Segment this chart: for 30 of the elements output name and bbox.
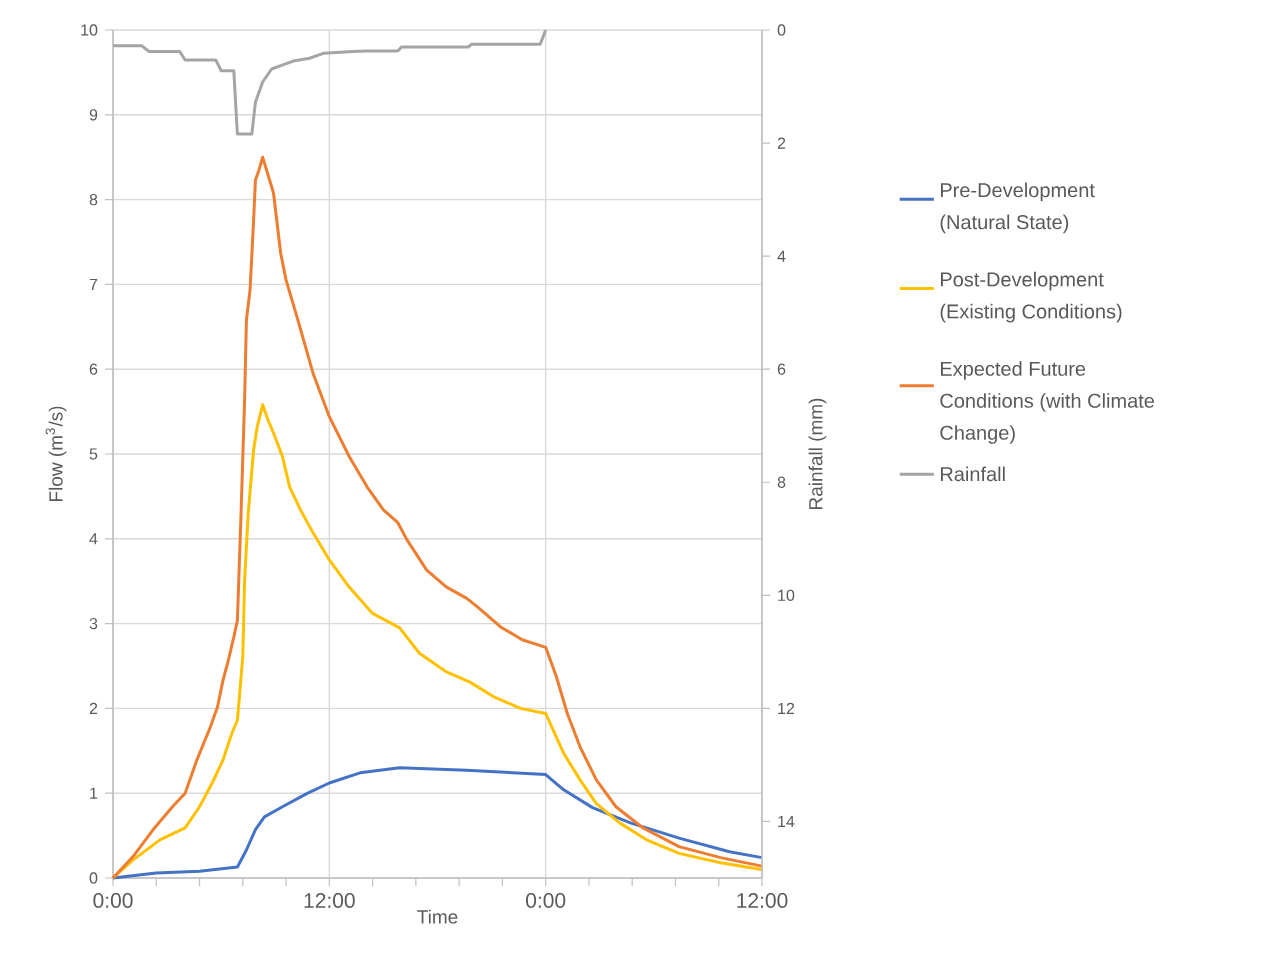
legend-label: Expected Future Conditions (with Climate Change) xyxy=(940,361,1155,444)
y2-tick-label: 6 xyxy=(777,363,786,375)
y2-tick-label: 2 xyxy=(777,137,786,149)
y-tick-label: 2 xyxy=(89,702,98,714)
y-tick-label: 6 xyxy=(89,363,98,375)
y2-tick-label: 12 xyxy=(778,702,795,714)
y2-tick-label: 4 xyxy=(777,250,786,262)
y-tick-label: 8 xyxy=(89,193,98,206)
y2-tick-label: 14 xyxy=(778,815,795,827)
y-tick-label: 10 xyxy=(81,24,98,36)
x-tick-label: 12:00 xyxy=(304,893,355,908)
y2-axis-title: Rainfall (mm) xyxy=(808,398,827,509)
y2-tick-label: 0 xyxy=(777,24,786,36)
y-tick-label: 9 xyxy=(89,109,98,121)
x-tick-label: 12:00 xyxy=(737,893,788,908)
y-axis-title: Flow (m$^{3}$/s) xyxy=(45,406,67,501)
legend-label: Pre-Development (Natural State) xyxy=(940,182,1095,234)
y-tick-label: 3 xyxy=(89,617,98,630)
y-tick-label: 4 xyxy=(89,533,98,545)
x-axis-title: Time xyxy=(417,909,458,924)
legend-label: Post-Development (Existing Conditions) xyxy=(940,271,1122,323)
y2-tick-label: 10 xyxy=(778,589,795,601)
y2-tick-label: 8 xyxy=(777,476,786,488)
y-tick-label: 1 xyxy=(90,787,98,799)
x-tick-label: 0:00 xyxy=(93,893,133,908)
y-tick-label: 5 xyxy=(89,448,98,460)
legend-label: Rainfall xyxy=(940,466,1005,482)
y-tick-label: 7 xyxy=(89,278,98,290)
x-tick-label: 0:00 xyxy=(526,893,566,908)
y-tick-label: 0 xyxy=(89,872,98,884)
